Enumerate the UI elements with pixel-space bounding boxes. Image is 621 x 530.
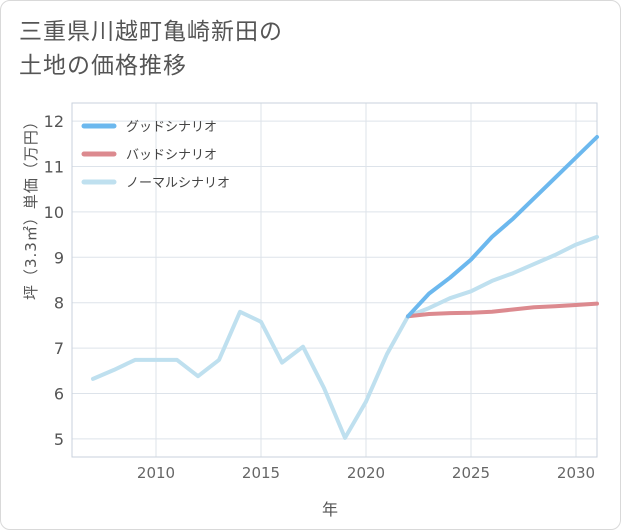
plot-frame [71, 102, 598, 458]
x-axis-label: 年 [322, 500, 339, 519]
x-tick-label: 2025 [452, 464, 490, 482]
legend-label: グッドシナリオ [126, 120, 217, 135]
x-tick-label: 2015 [242, 464, 280, 482]
legend-label: ノーマルシナリオ [126, 176, 230, 191]
series-line-2 [91, 234, 599, 440]
y-tick-label: 5 [54, 430, 64, 449]
y-tick-label: 7 [54, 339, 64, 358]
y-tick-label: 8 [54, 294, 64, 313]
series-line-0 [406, 135, 599, 319]
x-tick-label: 2010 [137, 464, 175, 482]
y-tick-label: 10 [44, 203, 64, 222]
chart-title: 三重県川越町亀崎新田の 土地の価格推移 [19, 15, 579, 83]
x-tick-label: 2020 [347, 464, 385, 482]
chart-title-line1: 三重県川越町亀崎新田の [19, 19, 283, 45]
y-tick-label: 12 [44, 112, 64, 131]
y-tick-label: 11 [44, 158, 64, 177]
plot-area [72, 103, 597, 457]
x-tick-label: 2030 [557, 464, 595, 482]
y-tick-label: 6 [54, 384, 64, 403]
series-line-1 [406, 301, 599, 319]
chart-title-line2: 土地の価格推移 [19, 53, 187, 79]
legend-label: バッドシナリオ [126, 148, 217, 163]
y-tick-label: 9 [54, 248, 64, 267]
y-axis-label: 坪（3.3㎡）単価（万円） [22, 113, 40, 300]
